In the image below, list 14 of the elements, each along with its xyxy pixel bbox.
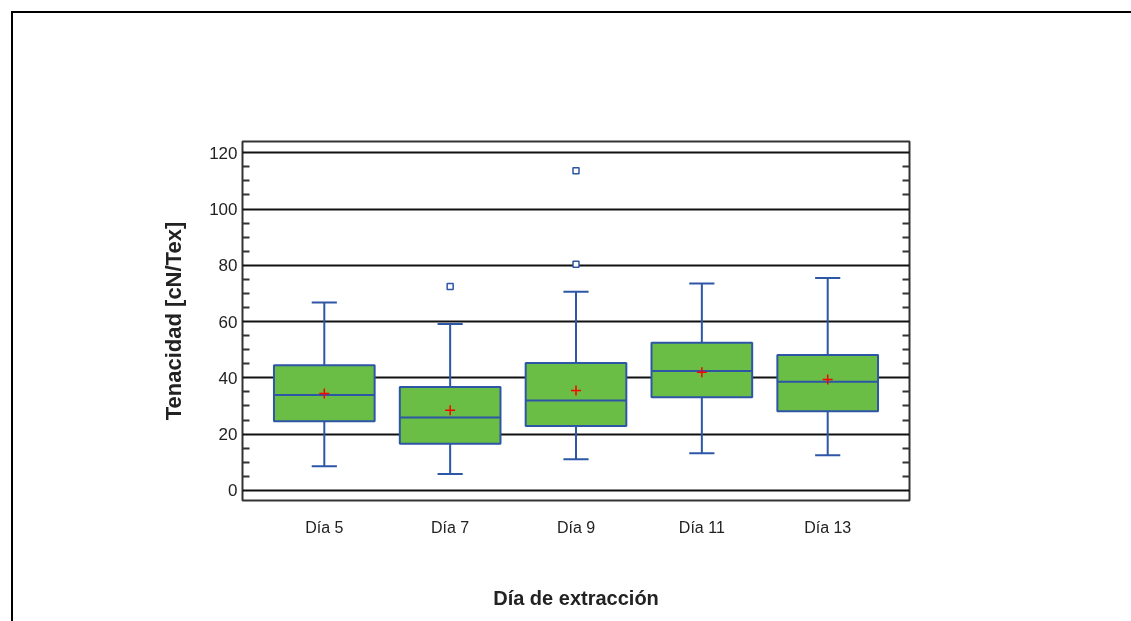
y-tick-label: 0 xyxy=(228,481,238,501)
x-tick-label: Día 11 xyxy=(678,518,725,536)
y-tick-label: 80 xyxy=(218,256,238,276)
x-tick-label: Día 5 xyxy=(305,518,344,536)
y-tick-label: 20 xyxy=(218,425,238,445)
y-axis-title: Tenacidad [cN/Tex] xyxy=(161,221,187,421)
x-tick-label: Día 13 xyxy=(804,518,852,536)
y-tick-label: 60 xyxy=(218,312,238,332)
x-tick-label: Día 7 xyxy=(431,518,470,536)
y-tick-label: 100 xyxy=(209,200,238,220)
x-axis-title: Día de extracción xyxy=(493,586,659,609)
x-tick-label: Día 9 xyxy=(556,518,596,536)
y-tick-label: 40 xyxy=(218,368,238,388)
y-tick-label: 120 xyxy=(209,143,238,163)
